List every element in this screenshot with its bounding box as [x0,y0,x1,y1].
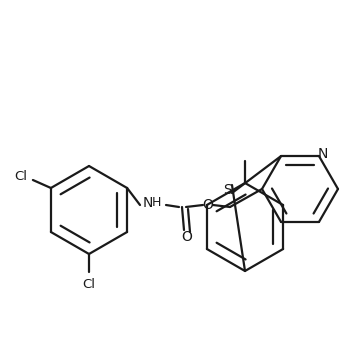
Text: Cl: Cl [83,277,95,290]
Text: H: H [151,196,161,209]
Text: N: N [318,147,328,161]
Text: O: O [182,230,193,244]
Text: N: N [143,196,153,210]
Text: O: O [202,198,213,212]
Text: Cl: Cl [15,170,27,182]
Text: S: S [223,183,232,197]
